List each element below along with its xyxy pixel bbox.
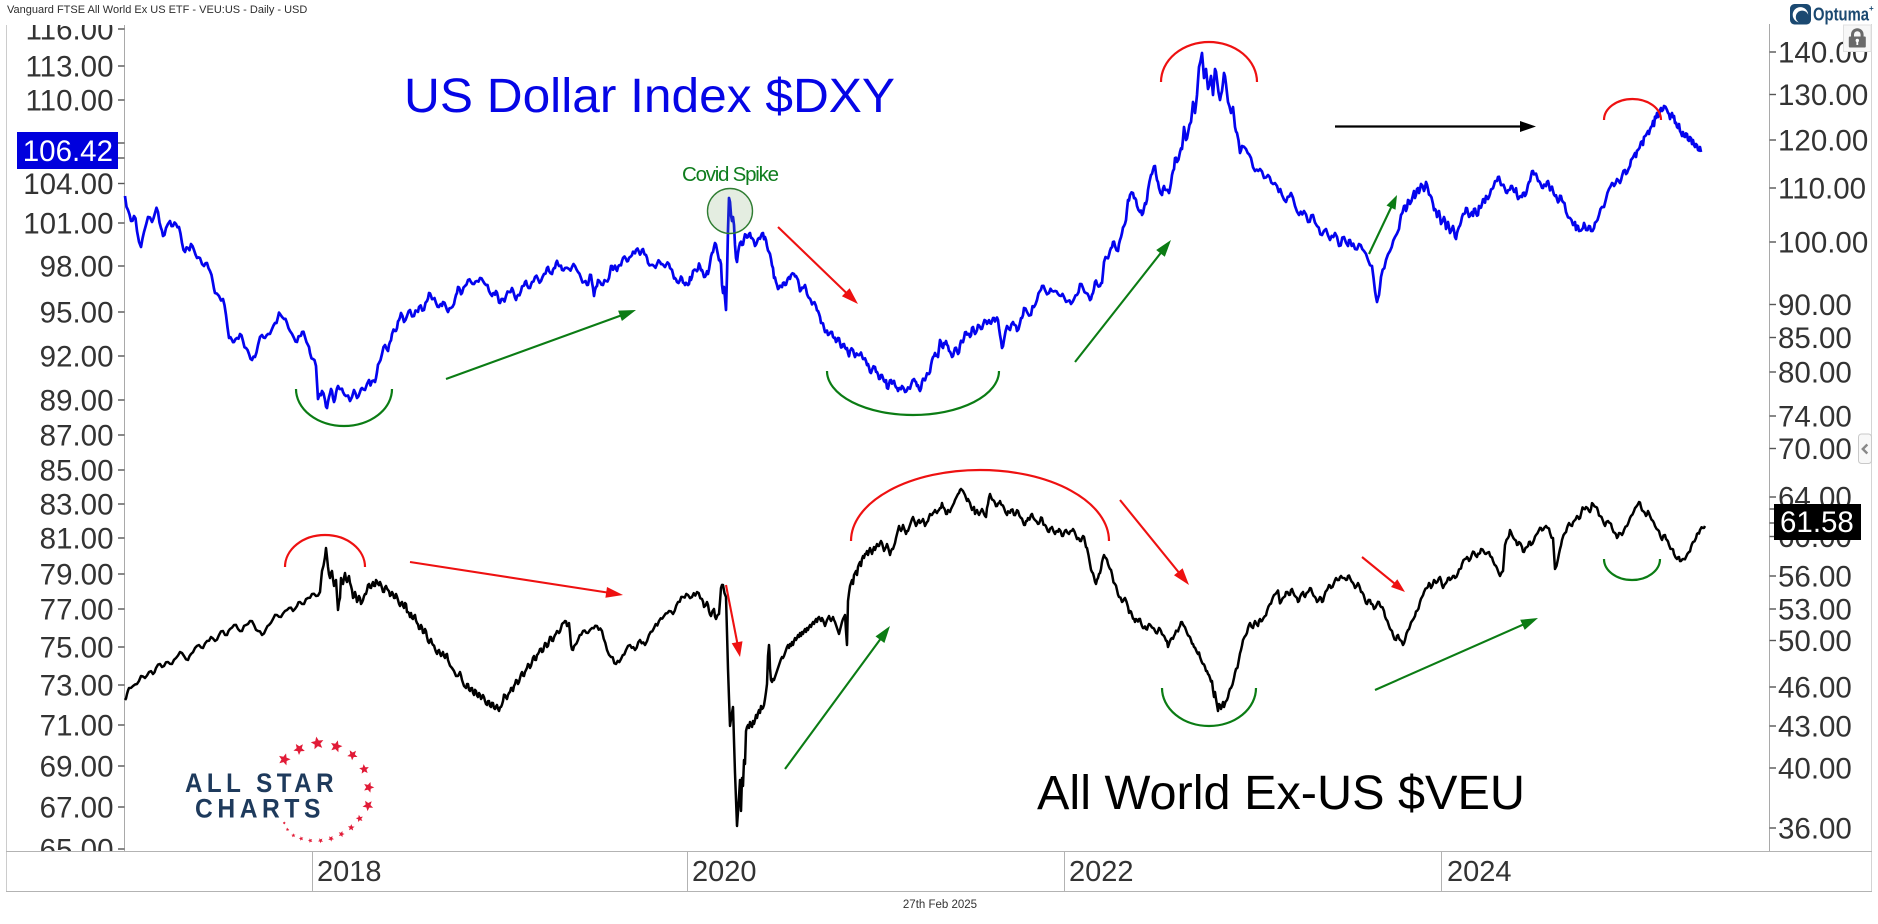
svg-text:46.00: 46.00	[1778, 672, 1852, 705]
svg-text:Covid Spike: Covid Spike	[682, 163, 779, 186]
svg-text:50.00: 50.00	[1778, 625, 1852, 658]
svg-text:83.00: 83.00	[40, 489, 114, 522]
svg-text:Optuma: Optuma	[1813, 5, 1870, 25]
svg-text:27th Feb 2025: 27th Feb 2025	[903, 899, 977, 911]
svg-text:106.42: 106.42	[23, 135, 113, 168]
svg-text:95.00: 95.00	[40, 297, 114, 330]
svg-text:2022: 2022	[1069, 856, 1134, 888]
svg-text:116.00: 116.00	[25, 14, 113, 47]
svg-text:US Dollar Index $DXY: US Dollar Index $DXY	[404, 70, 895, 123]
svg-text:40.00: 40.00	[1778, 753, 1852, 786]
svg-text:79.00: 79.00	[40, 559, 114, 592]
svg-text:75.00: 75.00	[40, 632, 114, 665]
svg-text:110.00: 110.00	[25, 85, 113, 118]
svg-text:2018: 2018	[317, 856, 382, 888]
svg-text:All World Ex-US $VEU: All World Ex-US $VEU	[1037, 767, 1525, 820]
svg-text:61.58: 61.58	[1780, 506, 1854, 539]
svg-text:2024: 2024	[1447, 856, 1512, 888]
svg-text:67.00: 67.00	[40, 792, 114, 825]
svg-text:+: +	[1869, 4, 1874, 13]
svg-text:65.00: 65.00	[40, 834, 114, 867]
svg-text:89.00: 89.00	[40, 385, 114, 418]
svg-text:87.00: 87.00	[40, 420, 114, 453]
svg-text:69.00: 69.00	[40, 751, 114, 784]
svg-text:80.00: 80.00	[1778, 357, 1852, 390]
svg-text:53.00: 53.00	[1778, 594, 1852, 627]
svg-text:CHARTS: CHARTS	[195, 794, 325, 824]
svg-text:85.00: 85.00	[1778, 322, 1852, 355]
svg-text:43.00: 43.00	[1778, 711, 1852, 744]
svg-text:113.00: 113.00	[25, 51, 113, 84]
svg-text:36.00: 36.00	[1778, 813, 1852, 846]
svg-text:100.00: 100.00	[1778, 227, 1868, 260]
svg-text:74.00: 74.00	[1778, 401, 1852, 434]
svg-text:73.00: 73.00	[40, 670, 114, 703]
svg-text:2020: 2020	[692, 856, 757, 888]
svg-text:81.00: 81.00	[40, 523, 114, 556]
svg-text:101.00: 101.00	[23, 208, 113, 241]
svg-text:130.00: 130.00	[1778, 79, 1868, 112]
svg-text:85.00: 85.00	[40, 455, 114, 488]
svg-text:98.00: 98.00	[40, 251, 114, 284]
svg-text:70.00: 70.00	[1778, 433, 1852, 466]
svg-text:56.00: 56.00	[1778, 561, 1852, 594]
svg-text:90.00: 90.00	[1778, 289, 1852, 322]
svg-text:77.00: 77.00	[40, 594, 114, 627]
svg-text:71.00: 71.00	[40, 710, 114, 743]
svg-text:104.00: 104.00	[23, 168, 113, 201]
svg-text:110.00: 110.00	[1778, 173, 1866, 206]
svg-text:92.00: 92.00	[40, 341, 114, 374]
svg-text:ALL STAR: ALL STAR	[185, 768, 338, 798]
svg-text:120.00: 120.00	[1778, 125, 1868, 158]
